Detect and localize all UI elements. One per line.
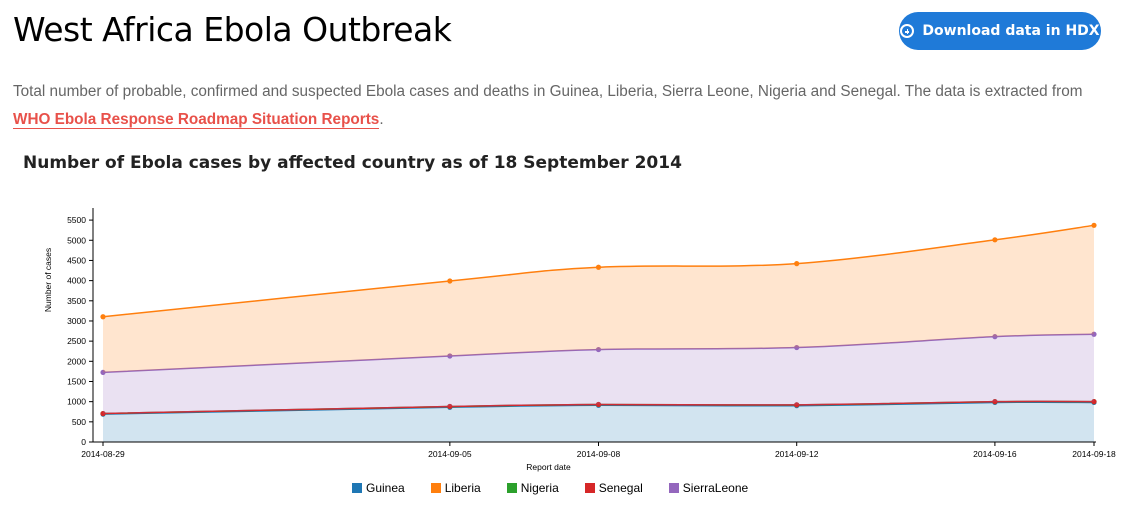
point-sierraleone-2014-08-29 xyxy=(100,369,106,376)
point-liberia-2014-08-29 xyxy=(100,314,106,320)
legend-label-senegal: Senegal xyxy=(598,481,643,495)
description-suffix: . xyxy=(379,111,384,128)
line-sierraleone xyxy=(102,333,1095,374)
y-tick-label-4000: 4000 xyxy=(67,276,86,286)
legend-label-liberia: Liberia xyxy=(444,481,481,495)
y-tick-label-500: 500 xyxy=(72,417,86,427)
point-senegal-2014-09-18 xyxy=(1091,399,1097,405)
point-liberia-2014-09-08 xyxy=(595,264,602,270)
legend-swatch-liberia xyxy=(430,483,441,493)
legend-swatch-sierraleone xyxy=(668,483,679,493)
y-tick-label-2000: 2000 xyxy=(67,356,86,366)
legend-item-senegal: Senegal xyxy=(584,481,643,495)
area-chart: 0 500 1000 1500 2000 2500 3000 3500 4000 4500 5000… xyxy=(43,208,1116,472)
legend-label-sierraleone: SierraLeone xyxy=(682,481,749,495)
legend-label-guinea: Guinea xyxy=(366,481,405,495)
point-senegal-2014-08-29 xyxy=(100,410,106,417)
point-sierraleone-2014-09-05 xyxy=(447,353,453,359)
x-tick-label-2014-08-29: 2014-08-29 xyxy=(81,449,125,459)
point-senegal-2014-09-16 xyxy=(992,399,998,405)
point-sierraleone-2014-09-16 xyxy=(992,334,998,340)
y-tick-label-5500: 5500 xyxy=(67,215,86,225)
point-senegal-2014-09-08 xyxy=(595,401,602,408)
point-senegal-2014-09-12 xyxy=(794,402,800,408)
y-tick-label-4500: 4500 xyxy=(67,255,86,265)
line-senegal xyxy=(102,400,1095,415)
y-tick-label-3000: 3000 xyxy=(67,316,86,326)
legend-label-nigeria: Nigeria xyxy=(520,481,559,495)
x-tick-label-2014-09-18: 2014-09-18 xyxy=(1072,449,1116,459)
y-tick-label-5000: 5000 xyxy=(67,235,86,245)
download-hdx-button[interactable]: Download data in HDX xyxy=(899,12,1101,50)
y-tick-label-1000: 1000 xyxy=(67,397,86,407)
x-tick-label-2014-09-08: 2014-09-08 xyxy=(577,449,621,459)
point-liberia-2014-09-12 xyxy=(794,261,800,267)
y-tick-label-1500: 1500 xyxy=(67,376,86,386)
y-axis-label: Number of cases xyxy=(43,248,53,312)
area-liberia xyxy=(103,225,1094,373)
legend-item-guinea: Guinea xyxy=(352,481,405,495)
download-hdx-label: Download data in HDX xyxy=(922,23,1100,39)
point-liberia-2014-09-18 xyxy=(1091,222,1097,228)
description: Total number of probable, confirmed and … xyxy=(13,78,1123,134)
point-liberia-2014-09-05 xyxy=(447,278,453,284)
plus-circle-icon xyxy=(900,24,915,38)
legend-item-nigeria: Nigeria xyxy=(506,481,559,495)
point-liberia-2014-09-16 xyxy=(992,237,998,243)
description-text: Total number of probable, confirmed and … xyxy=(13,83,1083,100)
point-senegal-2014-09-05 xyxy=(447,403,453,410)
x-tick-label-2014-09-16: 2014-09-16 xyxy=(973,449,1017,459)
page-title: West Africa Ebola Outbreak xyxy=(13,10,452,49)
legend-item-sierraleone: SierraLeone xyxy=(668,481,749,495)
who-reports-link[interactable]: WHO Ebola Response Roadmap Situation Rep… xyxy=(13,111,380,129)
legend-item-liberia: Liberia xyxy=(430,481,481,495)
legend-swatch-senegal xyxy=(584,483,595,493)
y-tick-label-0: 0 xyxy=(81,437,86,447)
x-tick-label-2014-09-05: 2014-09-05 xyxy=(428,449,472,459)
area-sierraleone xyxy=(103,334,1094,414)
legend-swatch-guinea xyxy=(352,483,362,493)
area-guinea xyxy=(103,402,1094,442)
point-sierraleone-2014-09-12 xyxy=(794,344,800,351)
point-sierraleone-2014-09-08 xyxy=(595,346,602,353)
chart-legend: Guinea Liberia Nigeria Senegal SierraLeone xyxy=(352,481,748,495)
point-sierraleone-2014-09-18 xyxy=(1091,331,1097,337)
legend-swatch-nigeria xyxy=(506,483,517,493)
x-tick-label-2014-09-12: 2014-09-12 xyxy=(775,449,819,459)
y-tick-label-3500: 3500 xyxy=(67,296,86,306)
y-tick-label-2500: 2500 xyxy=(67,336,86,346)
chart-title: Number of Ebola cases by affected countr… xyxy=(23,153,682,173)
x-axis-label: Report date xyxy=(526,462,571,472)
